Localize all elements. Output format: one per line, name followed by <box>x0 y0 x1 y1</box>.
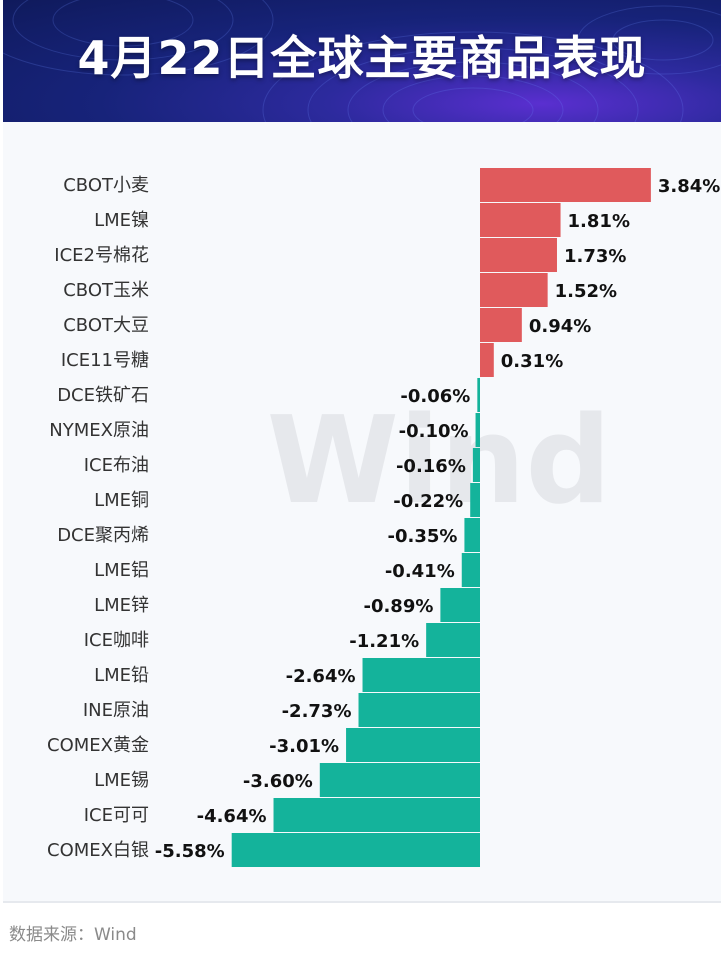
value-label: 1.81% <box>568 211 630 232</box>
wind-watermark: Wind <box>267 392 612 531</box>
value-label: -0.10% <box>399 421 469 442</box>
bar-7 <box>477 378 480 412</box>
category-label: DCE聚丙烯 <box>57 525 149 546</box>
bar-1 <box>480 168 651 202</box>
value-label: -3.60% <box>243 771 313 792</box>
value-label: -5.58% <box>155 841 225 862</box>
value-label: -0.35% <box>388 526 458 547</box>
bar-9 <box>472 448 480 482</box>
bar-8 <box>475 413 480 447</box>
bar-14 <box>426 623 480 657</box>
bar-3 <box>480 238 557 272</box>
chart-panel: Wind CBOT小麦 LME镍 ICE2号棉花 CBOT玉米 CBOT大豆 ICE11号… <box>3 122 721 903</box>
category-label: ICE可可 <box>84 805 149 826</box>
category-label: LME锌 <box>94 595 149 616</box>
value-label: 0.31% <box>501 351 563 372</box>
bar-11 <box>464 518 480 552</box>
value-label: 1.52% <box>555 281 617 302</box>
value-label: -2.73% <box>282 701 352 722</box>
bar-10 <box>470 483 480 517</box>
bar-5 <box>480 308 522 342</box>
bar-4 <box>480 273 548 307</box>
category-label: LME铅 <box>94 665 149 686</box>
category-label: ICE咖啡 <box>84 630 149 651</box>
category-label: COMEX黄金 <box>47 735 149 756</box>
value-label: -0.06% <box>400 386 470 407</box>
category-label: LME锡 <box>94 770 149 791</box>
bar-18 <box>319 763 480 797</box>
page-title: 4月22日全球主要商品表现 <box>77 31 647 85</box>
category-label: LME铜 <box>94 490 149 511</box>
bar-19 <box>273 798 480 832</box>
data-source-note: 数据来源：Wind <box>9 925 137 945</box>
value-label: -1.21% <box>349 631 419 652</box>
bar-15 <box>362 658 480 692</box>
category-label: CBOT玉米 <box>63 280 149 301</box>
category-label: ICE11号糖 <box>61 350 149 371</box>
value-label: -2.64% <box>286 666 356 687</box>
bar-12 <box>461 553 480 587</box>
value-label: 1.73% <box>564 246 626 267</box>
contour-background-decoration <box>3 0 721 122</box>
value-label: 0.94% <box>529 316 591 337</box>
commodity-bar-chart: Wind CBOT小麦 LME镍 ICE2号棉花 CBOT玉米 CBOT大豆 ICE11号… <box>47 168 721 867</box>
category-label: ICE布油 <box>84 455 149 476</box>
category-label: DCE铁矿石 <box>57 385 149 406</box>
value-label: -4.64% <box>197 806 267 827</box>
value-label: -0.16% <box>396 456 466 477</box>
value-label: -3.01% <box>269 736 339 757</box>
category-label: CBOT大豆 <box>63 315 149 336</box>
category-label: NYMEX原油 <box>49 420 149 441</box>
value-labels-group: 3.84% 1.81% 1.73% 1.52% 0.94% 0.31% -0.06% -0.1… <box>155 176 721 862</box>
bar-20 <box>231 833 480 867</box>
value-label: -0.22% <box>393 491 463 512</box>
category-label: LME铝 <box>94 560 149 581</box>
bars-group <box>231 168 651 867</box>
value-label: -0.41% <box>385 561 455 582</box>
category-label: LME镍 <box>94 210 149 231</box>
category-label: COMEX白银 <box>47 840 149 861</box>
value-label: 3.84% <box>658 176 720 197</box>
bar-16 <box>358 693 480 727</box>
category-labels-group: CBOT小麦 LME镍 ICE2号棉花 CBOT玉米 CBOT大豆 ICE11号糖 DCE铁… <box>47 175 149 861</box>
header-banner: 4月22日全球主要商品表现 <box>3 0 721 122</box>
category-label: ICE2号棉花 <box>54 245 149 266</box>
bar-17 <box>346 728 480 762</box>
value-label: -0.89% <box>363 596 433 617</box>
bar-13 <box>440 588 480 622</box>
bar-6 <box>480 343 494 377</box>
bar-2 <box>480 203 561 237</box>
category-label: CBOT小麦 <box>63 175 149 196</box>
category-label: INE原油 <box>83 700 149 721</box>
